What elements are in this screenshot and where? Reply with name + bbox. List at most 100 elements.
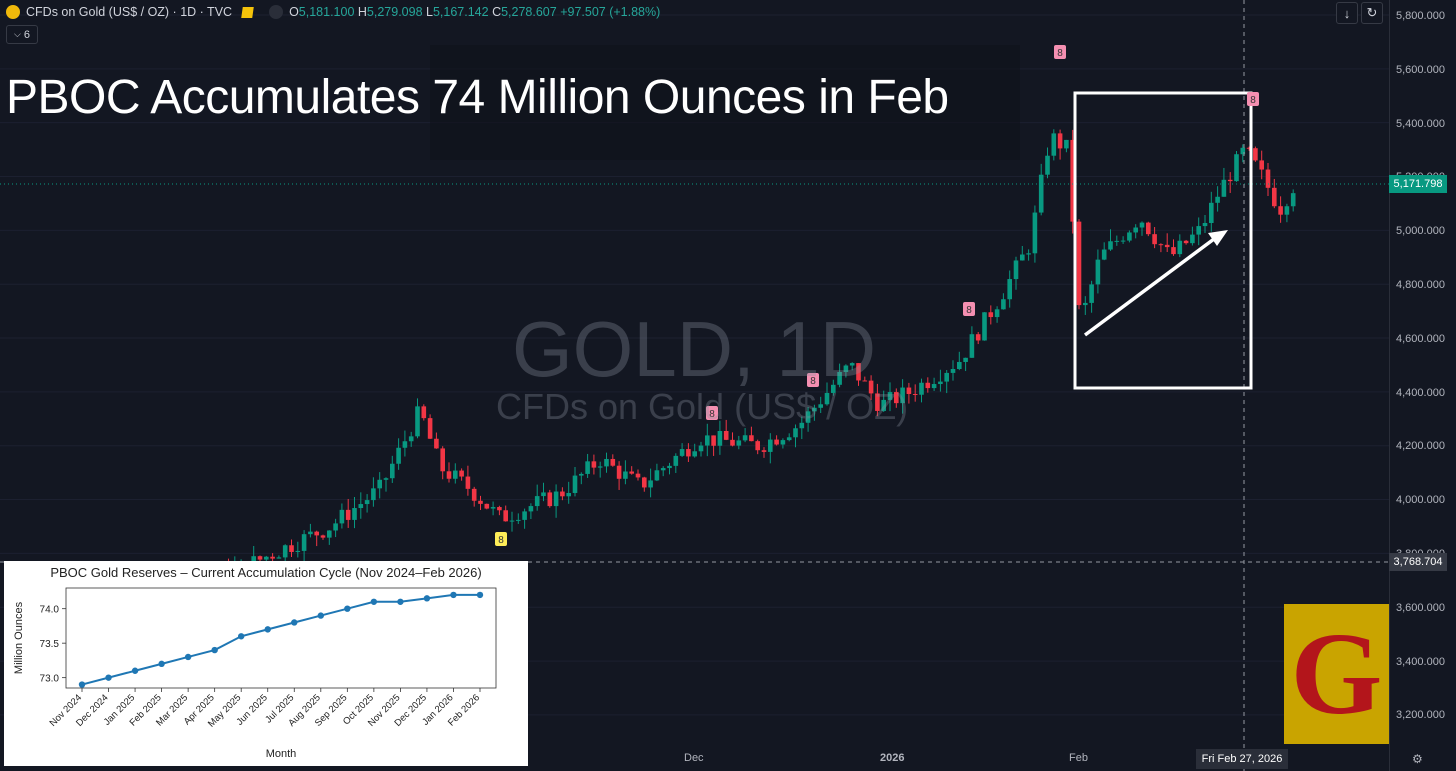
candle-body xyxy=(660,468,666,471)
candle-body xyxy=(1284,206,1290,215)
candle-body xyxy=(1278,206,1283,215)
candle-body xyxy=(1190,234,1195,244)
inset-y-axis-label: Million Ounces xyxy=(13,601,25,674)
candle-body xyxy=(755,441,760,451)
candle-body xyxy=(1038,174,1044,213)
candle-body xyxy=(358,504,364,509)
inset-y-tick-label: 73.5 xyxy=(40,639,60,650)
flag-icon[interactable] xyxy=(241,6,254,18)
crosshair-date-label: Fri Feb 27, 2026 xyxy=(1196,749,1288,769)
candle-body xyxy=(692,451,697,457)
inset-x-axis-label: Month xyxy=(266,748,297,760)
candle-body xyxy=(528,506,534,512)
candle-body xyxy=(276,557,282,559)
price-tick: 4,800.000 xyxy=(1396,279,1445,291)
time-axis-tick-feb: Feb xyxy=(1069,752,1088,764)
last-price-label: 5,171.798 xyxy=(1389,175,1447,193)
gold-symbol-icon xyxy=(6,5,20,19)
candle-body xyxy=(371,488,376,501)
candle-body xyxy=(396,447,401,464)
candle-body xyxy=(421,406,427,419)
logo-letter: G xyxy=(1290,608,1383,739)
candle-body xyxy=(616,465,622,479)
candle-body xyxy=(812,407,817,412)
gear-icon[interactable]: ⚙ xyxy=(1412,752,1423,766)
chevron-down-icon: ⌵ xyxy=(14,29,21,39)
candle-body xyxy=(1234,154,1239,182)
candle-body xyxy=(490,507,496,509)
candle-body xyxy=(270,556,275,559)
inset-data-point xyxy=(78,681,86,688)
candle-body xyxy=(1196,226,1201,235)
candle-body xyxy=(837,372,842,385)
arrow-down-icon: ↓ xyxy=(1343,5,1351,21)
inset-data-point xyxy=(131,667,139,674)
candle-body xyxy=(667,465,672,469)
close-value: 5,278.607 xyxy=(501,5,557,19)
candle-body xyxy=(736,440,742,446)
candle-body xyxy=(1272,187,1277,207)
candle-body xyxy=(1290,193,1296,207)
reset-chart-button[interactable]: ↻ xyxy=(1361,2,1383,24)
inset-data-point xyxy=(184,653,192,661)
candle-body xyxy=(1171,247,1176,255)
inset-data-point xyxy=(264,626,271,633)
candle-body xyxy=(635,473,641,478)
candle-body xyxy=(894,392,899,404)
candle-body xyxy=(522,511,527,520)
candle-body xyxy=(308,531,313,535)
inset-data-point xyxy=(291,619,298,626)
candle-body xyxy=(824,392,830,405)
candle-body xyxy=(912,393,918,395)
candle-body xyxy=(1083,302,1088,306)
candle-body xyxy=(887,392,893,400)
indicator-count: 6 xyxy=(23,28,30,41)
low-value: 5,167.142 xyxy=(432,5,489,19)
price-tick: 3,200.000 xyxy=(1396,709,1445,722)
candle-body xyxy=(579,473,584,476)
price-tick: 3,400.000 xyxy=(1396,655,1445,668)
marker-badge xyxy=(963,302,975,316)
indicators-toggle[interactable]: ⌵ 6 xyxy=(6,25,38,44)
candle-body xyxy=(497,507,502,511)
candle-body xyxy=(301,534,307,551)
candle-body xyxy=(698,445,704,452)
candle-body xyxy=(534,496,540,507)
candle-body xyxy=(831,384,836,393)
candle-body xyxy=(780,440,786,445)
candle-body xyxy=(591,461,597,468)
candle-body xyxy=(282,545,288,558)
candle-body xyxy=(994,309,1000,318)
price-axis[interactable] xyxy=(1389,0,1456,771)
crosshair-price-label: 3,768.704 xyxy=(1389,553,1447,571)
candle-body xyxy=(402,441,408,448)
candle-body xyxy=(906,387,912,394)
candle-body xyxy=(1032,212,1038,254)
candle-body xyxy=(465,476,471,489)
candle-body xyxy=(717,430,723,446)
inset-data-point xyxy=(423,595,431,602)
candle-body xyxy=(364,500,370,505)
candle-body xyxy=(679,449,685,456)
candle-body xyxy=(1240,147,1246,155)
candle-body xyxy=(1139,222,1145,228)
price-tick: 4,200.000 xyxy=(1396,440,1445,453)
candle-body xyxy=(969,334,975,358)
candlestick-chart[interactable]: 8 8 8 8 8 8 xyxy=(0,0,1389,771)
candle-body xyxy=(1026,253,1031,255)
scroll-down-button[interactable]: ↓ xyxy=(1336,2,1358,24)
marker-label: 8 xyxy=(709,409,715,420)
candle-body xyxy=(849,363,855,366)
candle-body xyxy=(1013,260,1019,280)
candle-body xyxy=(654,470,660,481)
candle-body xyxy=(1183,240,1189,244)
candle-body xyxy=(950,368,956,373)
inset-y-tick-label: 73.0 xyxy=(40,674,60,685)
candle-body xyxy=(723,430,729,440)
symbol-title[interactable]: CFDs on Gold (US$ / OZ) · 1D · TVC xyxy=(26,5,233,19)
arrow-head-icon xyxy=(1208,230,1228,246)
candle-body xyxy=(390,463,395,479)
candle-body xyxy=(988,312,994,318)
candle-body xyxy=(1227,179,1233,182)
